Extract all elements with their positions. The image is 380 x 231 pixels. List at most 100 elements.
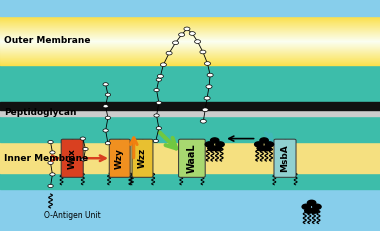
FancyBboxPatch shape — [274, 139, 296, 177]
Bar — [0, 62, 380, 63]
Circle shape — [216, 142, 224, 147]
Circle shape — [153, 139, 158, 143]
Bar — [0, 39, 380, 40]
Circle shape — [179, 33, 185, 36]
Circle shape — [50, 151, 55, 154]
Circle shape — [200, 50, 206, 54]
Circle shape — [48, 184, 53, 188]
Circle shape — [307, 200, 316, 205]
Circle shape — [80, 137, 86, 140]
Circle shape — [156, 78, 161, 81]
Circle shape — [48, 140, 53, 144]
Circle shape — [189, 32, 195, 35]
FancyBboxPatch shape — [61, 139, 83, 177]
Bar — [0, 38, 380, 39]
Circle shape — [263, 146, 271, 151]
Bar — [0, 116, 380, 142]
Bar — [0, 142, 380, 173]
Bar — [0, 102, 380, 110]
Bar — [0, 57, 380, 58]
Text: Wzz: Wzz — [138, 148, 147, 168]
Bar — [0, 18, 380, 19]
Circle shape — [105, 116, 111, 119]
Bar — [0, 60, 380, 61]
FancyBboxPatch shape — [132, 139, 153, 177]
Bar — [0, 58, 380, 59]
Circle shape — [205, 142, 214, 147]
Text: Peptidoglycan: Peptidoglycan — [4, 108, 76, 117]
Circle shape — [305, 208, 313, 213]
Circle shape — [105, 93, 111, 96]
Bar — [0, 34, 380, 35]
Circle shape — [103, 105, 108, 108]
Bar — [0, 47, 380, 48]
Bar — [0, 35, 380, 36]
Bar — [0, 55, 380, 56]
Circle shape — [260, 138, 268, 143]
Circle shape — [156, 101, 161, 104]
Bar — [0, 0, 380, 16]
FancyBboxPatch shape — [109, 139, 130, 177]
Bar — [0, 61, 380, 62]
Bar — [0, 19, 380, 20]
Bar — [0, 52, 380, 53]
Circle shape — [157, 74, 163, 78]
Text: Outer Membrane: Outer Membrane — [4, 36, 90, 45]
Bar — [0, 22, 380, 23]
Bar — [0, 31, 380, 32]
Bar — [0, 54, 380, 55]
Circle shape — [211, 138, 219, 143]
Circle shape — [156, 127, 161, 130]
Circle shape — [302, 204, 310, 209]
Circle shape — [160, 63, 166, 67]
Bar — [0, 40, 380, 41]
Bar — [0, 42, 380, 43]
Bar — [0, 44, 380, 45]
Circle shape — [202, 108, 208, 112]
Bar — [0, 24, 380, 25]
Circle shape — [83, 147, 88, 151]
Text: WaaL: WaaL — [187, 143, 197, 173]
Circle shape — [213, 146, 222, 151]
Circle shape — [154, 88, 159, 92]
Bar — [0, 51, 380, 52]
Bar — [0, 28, 380, 29]
Bar — [0, 110, 380, 116]
Bar — [0, 45, 380, 46]
Bar — [0, 48, 380, 49]
Circle shape — [105, 142, 111, 145]
Bar — [0, 173, 380, 189]
Bar — [0, 26, 380, 27]
Circle shape — [208, 146, 216, 151]
Bar — [0, 49, 380, 50]
Text: Wzy: Wzy — [115, 148, 124, 169]
Bar — [0, 46, 380, 47]
Circle shape — [184, 27, 190, 31]
Circle shape — [200, 119, 206, 123]
Circle shape — [154, 114, 159, 117]
Bar — [0, 21, 380, 22]
Bar — [0, 20, 380, 21]
Circle shape — [81, 158, 86, 161]
Text: MsbA: MsbA — [280, 144, 290, 172]
Bar — [0, 63, 380, 64]
Bar — [0, 53, 380, 54]
Bar — [0, 29, 380, 30]
Circle shape — [103, 129, 108, 132]
Circle shape — [265, 142, 274, 147]
Bar — [0, 23, 380, 24]
Text: Wzx: Wzx — [68, 148, 77, 169]
Bar — [0, 43, 380, 44]
Bar — [0, 30, 380, 31]
Circle shape — [207, 73, 213, 77]
Bar — [0, 41, 380, 42]
Bar — [0, 27, 380, 28]
Circle shape — [206, 85, 212, 88]
Bar — [0, 25, 380, 26]
Bar — [0, 189, 380, 231]
Circle shape — [48, 161, 53, 164]
Bar — [0, 64, 380, 65]
Circle shape — [313, 204, 321, 209]
Bar — [0, 50, 380, 51]
Bar — [0, 16, 380, 17]
